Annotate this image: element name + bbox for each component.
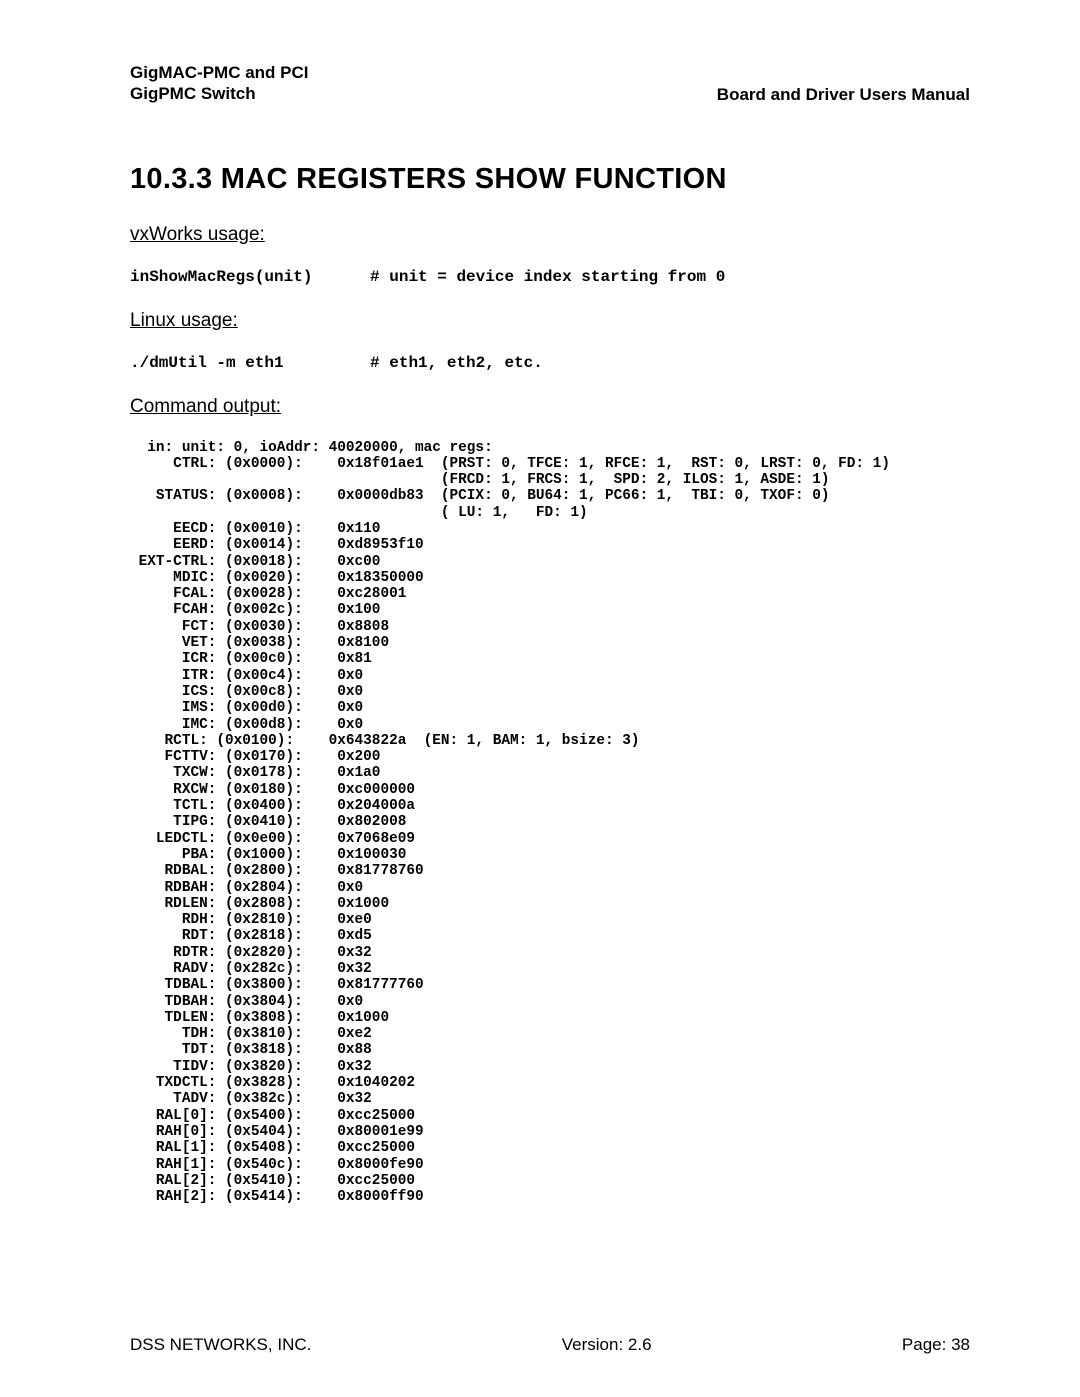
section-title: 10.3.3 MAC REGISTERS SHOW FUNCTION: [130, 163, 970, 196]
footer-company: DSS NETWORKS, INC.: [130, 1335, 311, 1355]
vxworks-usage-heading: vxWorks usage:: [130, 224, 970, 246]
header-product-line1: GigMAC-PMC and PCI: [130, 62, 309, 83]
header-product-line2: GigPMC Switch: [130, 83, 309, 104]
linux-command: ./dmUtil -m eth1 # eth1, eth2, etc.: [130, 354, 970, 372]
command-output-heading: Command output:: [130, 396, 970, 418]
page-footer: DSS NETWORKS, INC. Version: 2.6 Page: 38: [130, 1335, 970, 1355]
footer-page-number: Page: 38: [902, 1335, 970, 1355]
page-header: GigMAC-PMC and PCI GigPMC Switch Board a…: [130, 62, 970, 105]
footer-version: Version: 2.6: [562, 1335, 652, 1355]
command-output-text: in: unit: 0, ioAddr: 40020000, mac regs:…: [130, 440, 970, 1206]
header-left: GigMAC-PMC and PCI GigPMC Switch: [130, 62, 309, 105]
vxworks-command: inShowMacRegs(unit) # unit = device inde…: [130, 268, 970, 286]
linux-usage-heading: Linux usage:: [130, 310, 970, 332]
header-manual-title: Board and Driver Users Manual: [717, 85, 970, 105]
document-page: GigMAC-PMC and PCI GigPMC Switch Board a…: [0, 0, 1080, 1397]
